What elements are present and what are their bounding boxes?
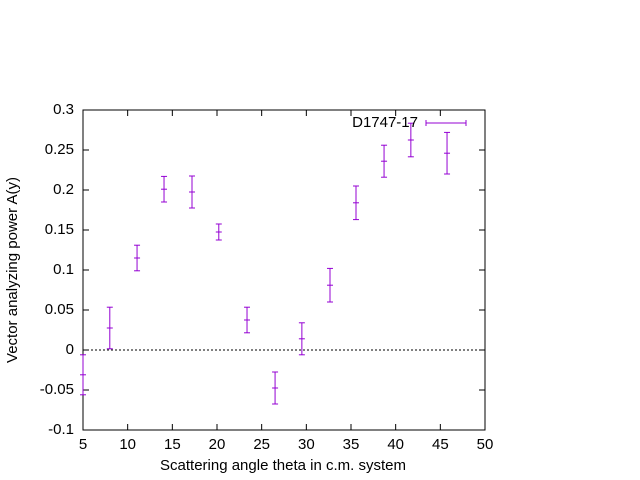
y-axis-label: Vector analyzing power A(y) (4, 177, 21, 363)
x-tick-label: 45 (432, 436, 449, 453)
y-tick-label: 0.05 (45, 301, 74, 318)
x-tick-label: 30 (298, 436, 315, 453)
plot-border (82, 109, 486, 431)
y-tick-label: 0 (66, 341, 74, 358)
x-tick-label: 25 (253, 436, 270, 453)
x-tick-label: 15 (164, 436, 181, 453)
x-tick-label: 10 (119, 436, 136, 453)
y-tick-label: 0.1 (53, 261, 74, 278)
x-tick-label: 40 (387, 436, 404, 453)
y-tick-label: -0.1 (48, 421, 74, 438)
x-tick-label: 35 (343, 436, 360, 453)
y-tick-label: 0.3 (53, 101, 74, 118)
y-tick-label: -0.05 (40, 381, 74, 398)
y-tick-label: 0.15 (45, 221, 74, 238)
y-tick-label: 0.2 (53, 181, 74, 198)
x-tick-label: 50 (477, 436, 494, 453)
x-tick-label: 5 (79, 436, 87, 453)
y-tick-label: 0.25 (45, 141, 74, 158)
x-tick-label: 20 (209, 436, 226, 453)
legend-label: D1747-17 (352, 114, 418, 131)
x-axis-label: Scattering angle theta in c.m. system (160, 457, 406, 474)
